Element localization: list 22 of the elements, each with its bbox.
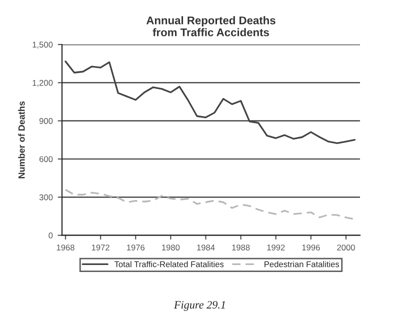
x-tick-label: 1988 [232, 244, 250, 250]
x-tick-label: 1972 [92, 244, 110, 250]
y-tick-label: 900 [39, 118, 53, 124]
line-series [64, 60, 356, 144]
legend-label: Total Traffic-Related Fatalities [114, 261, 224, 268]
y-tick-label: 0 [48, 232, 53, 238]
x-tick-label: 1968 [56, 244, 74, 250]
x-tick-label: 2000 [337, 244, 355, 250]
chart-title: Annual Reported Deaths from Traffic Accidents [146, 16, 276, 36]
x-tick-label: 1976 [126, 244, 145, 250]
legend-label: Pedestrian Fatalities [264, 261, 340, 268]
x-tick-label: 1984 [197, 244, 215, 250]
y-tick-label: 1,500 [32, 42, 53, 49]
x-tick-label: 1996 [302, 244, 320, 250]
caption: Figure 29.1 [174, 301, 225, 311]
line-series [64, 188, 356, 220]
y-tick-label: 300 [39, 194, 53, 200]
y-tick-label: 600 [39, 156, 53, 162]
y-axis-title: Number of Deaths [18, 101, 25, 178]
y-tick-label: 1,200 [32, 80, 53, 87]
x-tick-label: 1980 [162, 244, 180, 250]
x-tick-label: 1992 [267, 244, 285, 250]
